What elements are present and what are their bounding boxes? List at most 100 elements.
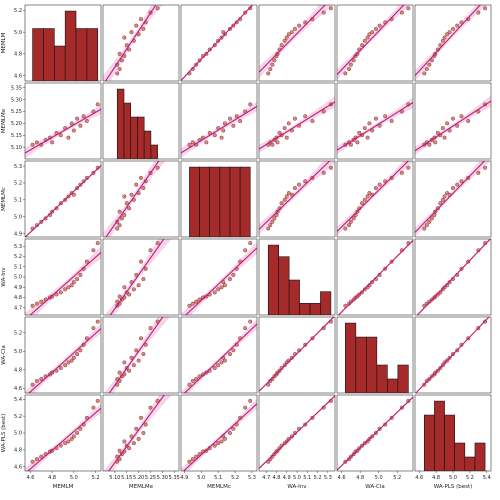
scatter-point	[119, 58, 124, 63]
panel-memlm-vs-wa-pls-best-	[415, 5, 488, 81]
scatter-point	[138, 415, 143, 420]
y-tick-label: 4.8	[14, 52, 22, 58]
histogram-bar	[309, 303, 321, 315]
scatter-point	[187, 142, 192, 147]
panel-frame	[24, 82, 102, 160]
scatter-point	[143, 266, 148, 271]
histogram-bar	[137, 116, 145, 159]
x-tick-label: 4.6	[26, 475, 34, 481]
x-tick-label: 5.4	[483, 475, 491, 481]
y-tick-label: 5.2	[14, 181, 22, 187]
scatter-point	[459, 20, 464, 25]
scatter-point	[216, 287, 221, 292]
scatter-point	[389, 118, 394, 123]
panel-memlmc-vs-wa-inv	[259, 161, 335, 235]
scatter-point	[442, 35, 447, 40]
scatter-point	[292, 116, 297, 121]
x-tick-label: 4.8	[48, 475, 56, 481]
scatter-point	[282, 38, 287, 43]
panel-frame	[102, 394, 180, 472]
scatter-point	[451, 186, 456, 191]
panel-wa-pls-best--vs-memlm	[25, 398, 101, 471]
histogram-bar	[229, 166, 241, 237]
scatter-point	[406, 165, 411, 170]
regression-line	[181, 105, 257, 154]
x-tick-label: 4.7	[262, 475, 270, 481]
histogram-bar	[278, 256, 290, 315]
y-tick-label: 5.1	[14, 198, 22, 204]
scatter-point	[243, 326, 248, 331]
confidence-band	[337, 161, 413, 237]
scatter-point	[476, 170, 481, 175]
scatter-point	[141, 186, 146, 191]
scatter-point	[95, 398, 100, 403]
regression-line	[415, 317, 490, 393]
y-tick-label: 5.25	[11, 109, 22, 115]
scatter-point	[34, 140, 39, 145]
y-tick-label: 5.0	[14, 275, 22, 281]
scatter-point	[194, 377, 199, 382]
scatter-point	[321, 170, 326, 175]
scatter-point	[243, 405, 248, 410]
scatter-point	[34, 457, 39, 462]
scatter-point	[351, 216, 356, 221]
scatter-point	[347, 67, 352, 72]
regression-line	[109, 239, 165, 315]
scatter-point	[355, 140, 360, 145]
regression-line	[28, 328, 101, 393]
scatter-point	[143, 342, 148, 347]
histogram-bar	[355, 336, 367, 393]
scatter-point	[455, 23, 460, 28]
scatter-point	[75, 277, 80, 282]
scatter-point	[435, 130, 440, 135]
scatter-point	[58, 133, 63, 138]
scatter-point	[78, 123, 83, 128]
scatter-point	[91, 405, 96, 410]
scatter-point	[122, 360, 127, 365]
panel-frame	[336, 394, 414, 472]
confidence-band	[103, 5, 163, 81]
regression-line	[415, 161, 486, 233]
scatter-point	[292, 186, 297, 191]
scatter-point	[303, 20, 308, 25]
scatter-point	[138, 17, 143, 22]
panel-frame	[258, 4, 336, 82]
panel-frame	[102, 4, 180, 82]
panel-frame	[180, 4, 258, 82]
scatter-point	[347, 223, 352, 228]
histogram-bar	[288, 279, 300, 315]
histogram-bar	[130, 116, 138, 159]
scatter-point	[231, 348, 236, 353]
panel-frame	[24, 4, 102, 82]
confidence-band	[181, 241, 257, 315]
scatter-point	[84, 118, 89, 123]
x-axis-label: MEMLM	[53, 484, 74, 490]
regression-line	[27, 407, 101, 471]
scatter-point	[483, 6, 488, 11]
scatter-point	[362, 126, 367, 131]
scatter-point	[148, 248, 153, 253]
scatter-point	[227, 277, 232, 282]
histogram-bar	[454, 442, 466, 471]
x-tick-label: 5.0	[375, 475, 383, 481]
panel-frame	[414, 238, 492, 316]
y-tick-label: 5.2	[14, 8, 22, 14]
scatter-point	[272, 216, 277, 221]
y-tick-label: 5.35	[11, 85, 22, 91]
scatter-point	[141, 26, 146, 31]
scatter-point	[75, 352, 80, 357]
scatter-point	[69, 358, 74, 363]
scatter-point	[143, 422, 148, 427]
scatter-point	[243, 248, 248, 253]
scatter-point	[451, 116, 456, 121]
y-axis-label: MEMLMc	[1, 187, 7, 211]
scatter-point	[279, 201, 284, 206]
scatter-point	[34, 301, 39, 306]
panel-frame	[258, 160, 336, 238]
histogram-bar	[32, 28, 44, 81]
scatter-point	[365, 194, 370, 199]
histogram-bar	[474, 442, 486, 471]
panel-wa-cla-vs-wa-inv	[259, 317, 335, 393]
scatter-point	[367, 121, 372, 126]
scatter-point	[138, 336, 143, 341]
